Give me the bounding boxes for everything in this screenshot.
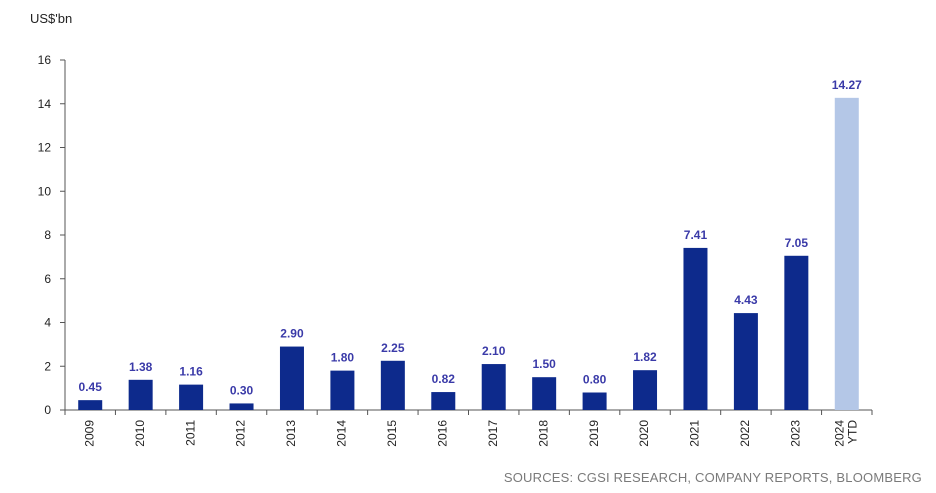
chart-x-ticks: 2009 2010 2011 2012 2013 2014 2015 2016 2017 2018… — [82, 420, 859, 447]
x-tick-group: 2016 — [435, 420, 449, 447]
data-label: 4.43 — [734, 293, 758, 307]
data-label: 0.80 — [583, 373, 607, 387]
data-label: 0.82 — [432, 372, 456, 386]
x-tick-label: 2023 — [789, 420, 803, 447]
y-tick-label: 6 — [44, 272, 51, 286]
source-note: SOURCES: CGSI RESEARCH, COMPANY REPORTS,… — [503, 470, 922, 485]
x-tick-label: 2016 — [435, 420, 449, 447]
data-label: 1.38 — [129, 360, 153, 374]
y-tick-label: 0 — [44, 403, 51, 417]
bar — [128, 379, 153, 410]
data-label: 2.25 — [381, 341, 405, 355]
x-tick-label: 2015 — [385, 420, 399, 447]
data-label: 1.80 — [331, 351, 355, 365]
data-label: 1.82 — [633, 350, 657, 364]
bar — [733, 313, 758, 410]
bar — [532, 377, 557, 410]
bar — [633, 370, 658, 410]
y-tick-label: 14 — [38, 97, 52, 111]
y-tick-label: 10 — [38, 184, 52, 198]
bar — [229, 403, 254, 410]
y-tick-label: 12 — [38, 141, 52, 155]
bar — [834, 97, 859, 410]
x-tick-label: 2021 — [688, 420, 702, 447]
bar — [582, 392, 607, 410]
bar — [279, 346, 304, 410]
x-tick-label: 2022 — [738, 420, 752, 447]
data-label: 1.50 — [532, 357, 556, 371]
x-tick-group: 2021 — [688, 420, 702, 447]
x-tick-group: 2014 — [335, 420, 349, 447]
bar — [179, 384, 204, 410]
x-tick-label: 2009 — [82, 420, 96, 447]
x-tick-label: 2017 — [486, 420, 500, 447]
bar — [784, 255, 809, 410]
data-label: 7.05 — [785, 236, 809, 250]
chart-axes: 0 2 4 6 8 10 12 14 16 — [38, 53, 873, 417]
y-tick-label: 8 — [44, 228, 51, 242]
x-tick-group: 2020 — [637, 420, 651, 447]
x-tick-label: 2024 — [832, 420, 846, 447]
y-tick-label: 16 — [38, 53, 52, 67]
x-tick-group: 2011 — [183, 420, 197, 446]
bar — [431, 392, 456, 410]
data-label: 0.45 — [79, 380, 103, 394]
x-tick-group: 2009 — [82, 420, 96, 447]
x-tick-label: 2013 — [284, 420, 298, 447]
x-tick-group: 2012 — [234, 420, 248, 447]
x-tick-label: 2012 — [234, 420, 248, 447]
data-label: 2.10 — [482, 344, 506, 358]
y-axis-unit-label: US$'bn — [30, 11, 73, 26]
x-tick-group: 2023 — [789, 420, 803, 447]
x-tick-group: 2013 — [284, 420, 298, 447]
data-label: 7.41 — [684, 228, 708, 242]
x-tick-label: YTD — [845, 420, 859, 444]
x-tick-group: 2018 — [536, 420, 550, 447]
x-tick-group: 2017 — [486, 420, 500, 447]
x-tick-label: 2019 — [587, 420, 601, 447]
x-tick-group: 2015 — [385, 420, 399, 447]
x-tick-label: 2011 — [183, 420, 197, 446]
x-tick-label: 2010 — [133, 420, 147, 447]
x-tick-label: 2020 — [637, 420, 651, 447]
x-tick-group: 2022 — [738, 420, 752, 447]
bar — [78, 400, 103, 410]
x-tick-label: 2014 — [335, 420, 349, 447]
bar — [481, 364, 506, 410]
data-label: 14.27 — [832, 78, 862, 92]
data-label: 0.30 — [230, 383, 254, 397]
data-label: 1.16 — [179, 365, 203, 379]
y-tick-label: 2 — [44, 359, 51, 373]
x-tick-group: 2010 — [133, 420, 147, 447]
bar — [380, 360, 405, 410]
y-tick-label: 4 — [44, 316, 51, 330]
bar — [330, 370, 355, 410]
chart-bars — [78, 97, 859, 410]
x-tick-label: 2018 — [536, 420, 550, 447]
chart-data-labels: 0.45 1.38 1.16 0.30 2.90 1.80 2.25 0.82 2.10 1.50… — [79, 78, 863, 398]
data-label: 2.90 — [280, 327, 304, 341]
bar — [683, 247, 708, 410]
x-tick-group: 2019 — [587, 420, 601, 447]
